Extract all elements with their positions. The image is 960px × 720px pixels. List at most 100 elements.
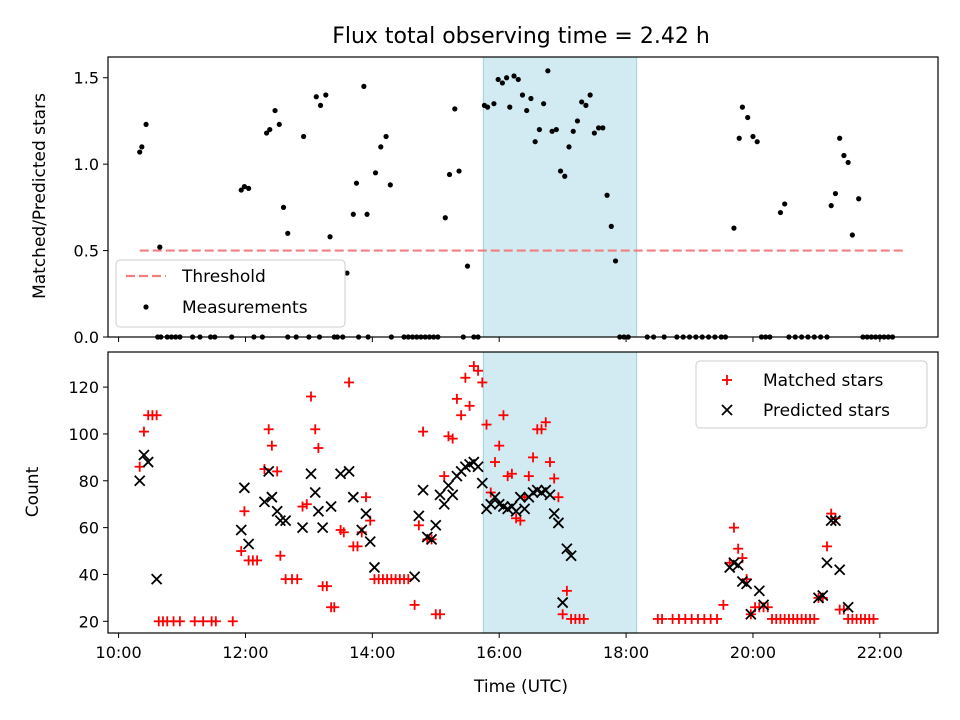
data-point [841,152,847,159]
data-point [754,139,760,145]
data-point [313,94,319,100]
data-point [838,604,849,615]
data-point [327,234,333,240]
data-point [834,564,846,576]
data-point [452,106,458,112]
data-point [378,144,384,150]
data-point [777,209,784,216]
data-point [504,75,510,81]
data-point [447,489,459,501]
data-point [552,517,565,529]
axes-frame [107,56,939,338]
data-point [317,521,329,534]
x-axis-label: Time (UTC) [473,677,568,697]
data-point [782,201,788,207]
data-point [285,230,291,236]
data-point [272,107,278,114]
data-point [583,102,589,108]
data-point [143,121,149,128]
data-point [732,559,744,571]
data-point [344,377,355,388]
bottom-y-axis-label: Count [23,466,43,517]
data-point [296,521,309,534]
y-tick-label: 1.5 [74,69,99,88]
data-point [263,130,270,136]
data-point [310,424,321,435]
data-point [413,510,425,522]
data-point [595,125,602,131]
data-point [263,465,275,478]
data-point [574,118,581,124]
data-point [353,180,360,186]
data-point [350,211,356,217]
data-point [587,92,593,98]
data-point [430,519,442,531]
legend: Matched stars Predicted stars [695,360,928,429]
data-point [238,482,251,494]
series-predicted-stars [134,449,854,620]
data-point [604,192,610,198]
data-point [731,225,737,231]
data-point [276,121,282,128]
data-point [329,602,340,613]
figure-title: Flux total observing time = 2.42 h [332,24,710,49]
data-point [409,599,420,610]
data-point [309,486,321,499]
y-tick-label: 40 [79,565,99,584]
data-point [372,170,379,176]
data-point [608,223,614,229]
data-point [434,489,446,501]
data-point [236,546,247,557]
data-point [439,471,450,482]
data-point [515,515,526,526]
legend-measurements-label: Measurements [182,298,308,318]
data-point [495,76,501,83]
data-point [524,107,530,114]
data-point [344,270,350,276]
data-point [536,126,542,133]
data-point [600,125,606,131]
data-point [252,555,263,566]
data-point [578,613,589,624]
data-point [442,479,455,492]
data-point [139,144,145,150]
data-point [868,613,879,624]
data-point [157,244,163,250]
x-tick-label: 14:00 [349,643,395,662]
data-point [174,616,185,627]
data-point [435,609,445,620]
data-point [544,457,555,468]
data-point [528,452,539,463]
data-point [417,484,429,496]
data-point [408,571,421,583]
data-point [266,491,278,503]
data-point [472,461,484,473]
data-point [360,507,372,520]
data-point [536,424,547,435]
data-point [528,95,534,102]
data-point [305,468,317,480]
data-point [557,609,568,620]
data-point [267,126,273,133]
legend: Threshold Measurements [115,259,346,328]
data-point [275,550,286,561]
data-point [413,520,424,531]
data-point [566,144,572,150]
data-point [739,104,745,110]
data-point [499,80,505,86]
data-point [745,608,757,620]
y-tick-label: 80 [79,472,99,491]
data-point [489,491,501,503]
data-point [246,185,252,191]
top-panel: 0.0 0.5 1.0 1.5 Threshold Measurements [74,56,939,347]
bottom-panel: 20 40 60 80 100 120 10:00 12:00 14:00 16:00 18:00 2… [68,351,939,662]
data-point [477,377,488,388]
data-point [612,258,619,264]
legend-threshold-label: Threshold [181,267,266,287]
data-point [271,505,283,517]
data-point [134,475,146,487]
series-measurements [137,68,896,340]
data-point [368,561,381,574]
data-point [239,506,250,517]
data-point [736,135,742,141]
